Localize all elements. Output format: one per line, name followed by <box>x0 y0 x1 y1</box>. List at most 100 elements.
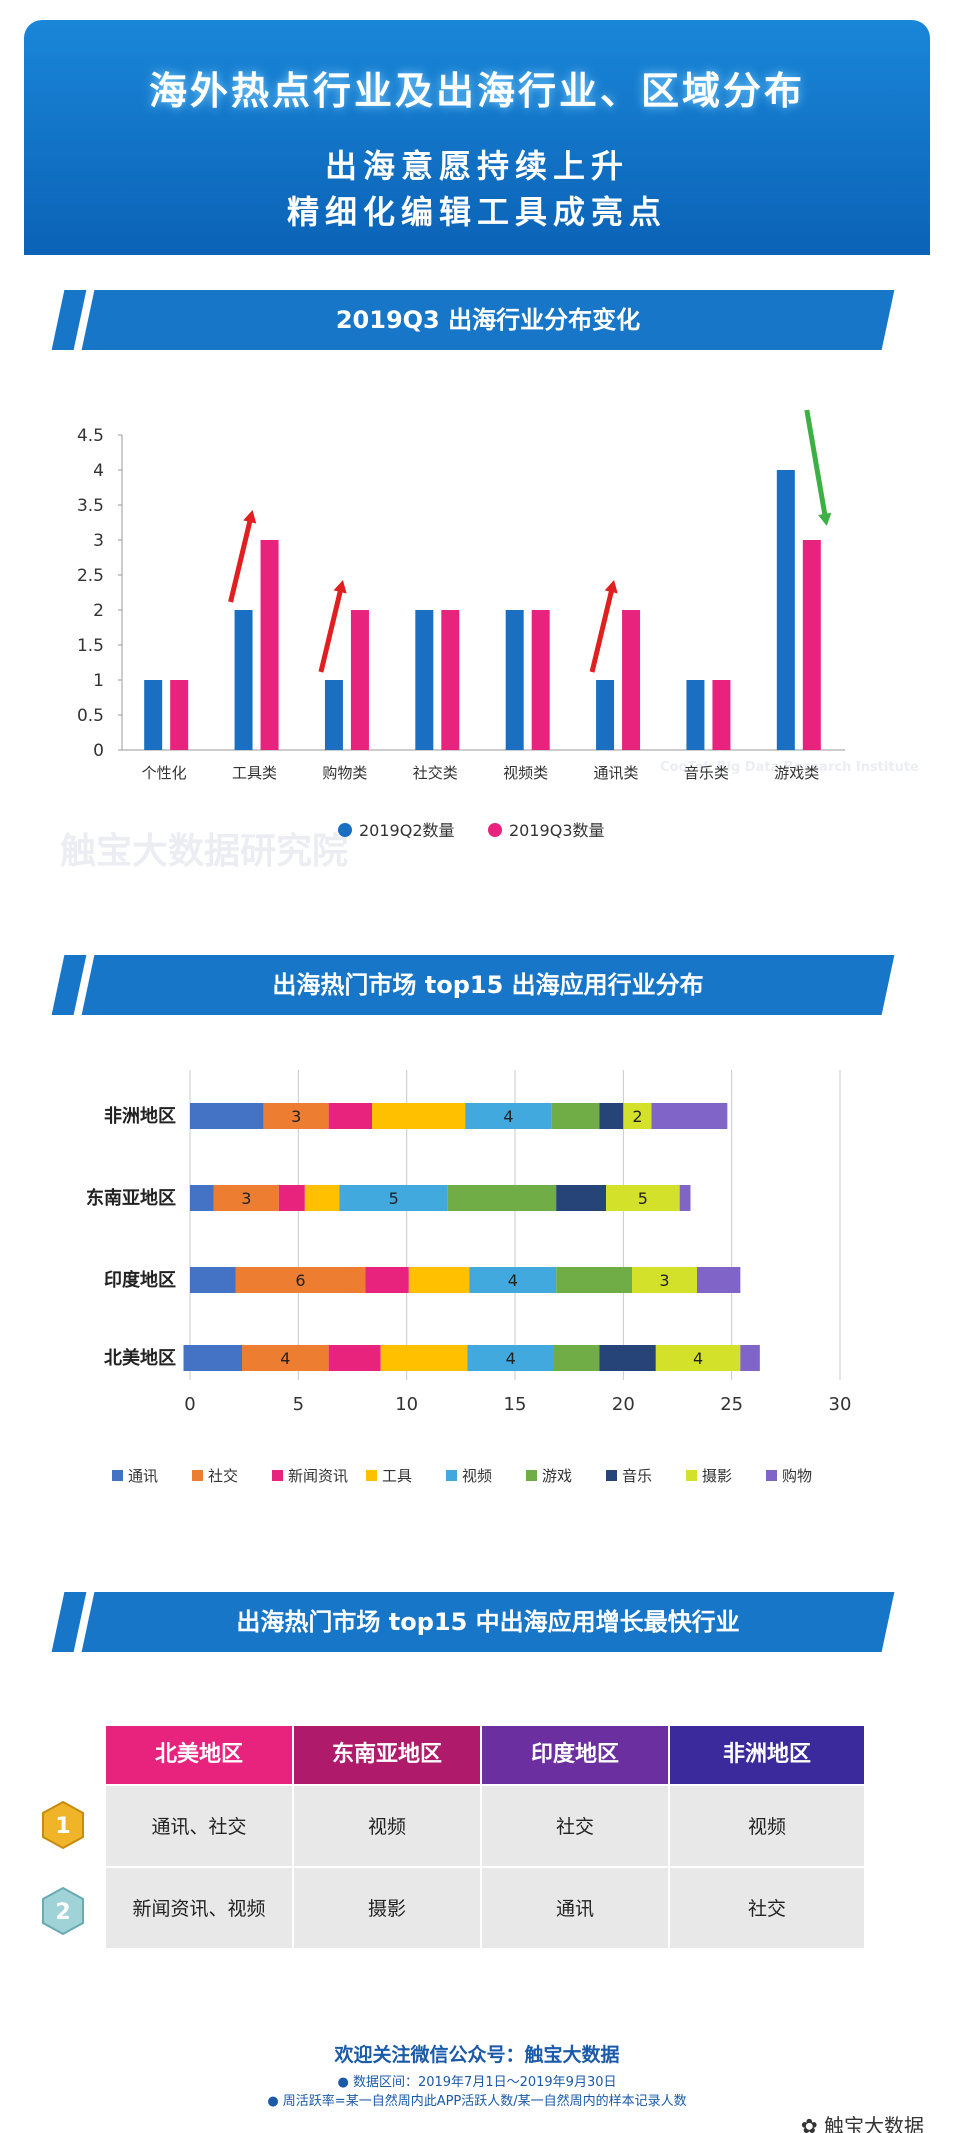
bar-2019Q3数量-社交类 <box>441 610 460 750</box>
y-category-label: 印度地区 <box>104 1269 176 1291</box>
bar-视频-东南亚地区 <box>339 1185 448 1211</box>
legend-marker-音乐 <box>606 1470 617 1481</box>
page-subtitle-1: 出海意愿持续上升 <box>324 147 629 185</box>
legend-marker-购物 <box>766 1470 777 1481</box>
data-label: 6 <box>295 1271 305 1290</box>
table-row: 新闻资讯、视频 摄影 通讯 社交 <box>106 1866 866 1948</box>
table-cell: 社交 <box>670 1866 866 1948</box>
section-title-1: 2019Q3 出海行业分布变化 <box>335 306 641 334</box>
bar-购物-东南亚地区 <box>679 1185 691 1211</box>
y-tick-label: 4 <box>93 461 104 481</box>
data-label: 3 <box>291 1107 301 1126</box>
bar-购物-北美地区 <box>740 1345 760 1371</box>
section-banner-1: 2019Q3 出海行业分布变化 <box>51 290 895 350</box>
bar-工具-北美地区 <box>380 1345 468 1371</box>
legend-label-摄影: 摄影 <box>702 1467 732 1485</box>
bar-新闻资讯-非洲地区 <box>328 1103 372 1129</box>
y-tick-label: 2.5 <box>77 566 104 586</box>
legend-label-音乐: 音乐 <box>622 1467 652 1485</box>
bar-2019Q3数量-音乐类 <box>712 680 731 750</box>
bar-2019Q2数量-工具类 <box>234 610 253 750</box>
svg-text:1: 1 <box>55 1814 70 1839</box>
bar-工具-东南亚地区 <box>304 1185 340 1211</box>
bar-通讯-印度地区 <box>190 1267 236 1293</box>
bar-音乐-非洲地区 <box>599 1103 624 1129</box>
x-tick-label: 25 <box>720 1394 743 1415</box>
x-tick-label: 视频类 <box>503 764 548 782</box>
bar-2019Q2数量-社交类 <box>415 610 434 750</box>
watermark-en: CooTek Big Data Research Institute <box>660 760 919 775</box>
bar-社交-东南亚地区 <box>213 1185 279 1211</box>
bar-视频-非洲地区 <box>465 1103 552 1129</box>
bar-2019Q2数量-视频类 <box>505 610 524 750</box>
section-banner-2: 出海热门市场 top15 出海应用行业分布 <box>51 955 895 1015</box>
svg-text:2: 2 <box>55 1900 70 1925</box>
bar-2019Q2数量-购物类 <box>324 680 343 750</box>
wechat-account: ✿ 触宝大数据 <box>801 2110 924 2133</box>
fastest-growth-table: 北美地区 东南亚地区 印度地区 非洲地区 通讯、社交 视频 社交 视频 新闻资讯… <box>106 1726 866 1948</box>
bar-新闻资讯-印度地区 <box>365 1267 409 1293</box>
bar-游戏-北美地区 <box>554 1345 600 1371</box>
bar-购物-非洲地区 <box>651 1103 728 1129</box>
x-tick-label: 5 <box>293 1394 304 1415</box>
y-tick-label: 0.5 <box>77 706 104 726</box>
trend-arrow-通讯类 <box>589 587 615 673</box>
bar-2019Q2数量-个性化 <box>144 680 163 750</box>
legend-marker-2019Q3数量 <box>488 823 502 837</box>
table-cell: 通讯、社交 <box>106 1784 294 1866</box>
table-cell: 新闻资讯、视频 <box>106 1866 294 1948</box>
legend-marker-工具 <box>366 1470 377 1481</box>
table-cell: 通讯 <box>482 1866 670 1948</box>
trend-arrow-工具类 <box>228 517 254 603</box>
bar-通讯-北美地区 <box>183 1345 242 1371</box>
trend-arrowhead-游戏类 <box>818 512 832 526</box>
y-tick-label: 3 <box>93 531 104 551</box>
x-tick-label: 10 <box>395 1394 418 1415</box>
y-category-label: 东南亚地区 <box>86 1187 176 1209</box>
y-category-label: 北美地区 <box>104 1347 176 1369</box>
table-header-africa: 非洲地区 <box>670 1726 866 1784</box>
bar-新闻资讯-北美地区 <box>328 1345 381 1371</box>
section-banner-3: 出海热门市场 top15 中出海应用增长最快行业 <box>51 1592 895 1652</box>
bar-社交-北美地区 <box>242 1345 329 1371</box>
table-header-india: 印度地区 <box>482 1726 670 1784</box>
data-label: 3 <box>659 1271 669 1290</box>
bar-音乐-东南亚地区 <box>556 1185 606 1211</box>
footer-definition: ● 周活跃率=某一自然周内此APP活跃人数/某一自然周内的样本记录人数 <box>267 2094 687 2109</box>
x-tick-label: 0 <box>184 1394 195 1415</box>
bar-2019Q2数量-音乐类 <box>686 680 705 750</box>
table-cell: 视频 <box>294 1784 482 1866</box>
x-tick-label: 30 <box>829 1394 852 1415</box>
bar-游戏-印度地区 <box>556 1267 632 1293</box>
footer-follow: 欢迎关注微信公众号：触宝大数据 <box>334 2044 620 2066</box>
x-tick-label: 15 <box>504 1394 527 1415</box>
bar-2019Q3数量-视频类 <box>531 610 550 750</box>
legend-marker-视频 <box>446 1470 457 1481</box>
page-title: 海外热点行业及出海行业、区域分布 <box>148 69 805 113</box>
legend-marker-社交 <box>192 1470 203 1481</box>
legend-marker-新闻资讯 <box>272 1470 283 1481</box>
trend-arrowhead-工具类 <box>243 510 257 524</box>
bar-摄影-北美地区 <box>655 1345 741 1371</box>
bar-视频-印度地区 <box>469 1267 557 1293</box>
rank-2-medal-icon: 2 <box>42 1886 84 1936</box>
y-category-label: 非洲地区 <box>104 1105 176 1127</box>
legend-label-视频: 视频 <box>462 1467 492 1485</box>
table-header-north-america: 北美地区 <box>106 1726 294 1784</box>
wechat-icon: ✿ <box>800 2114 824 2133</box>
bar-摄影-印度地区 <box>632 1267 697 1293</box>
rank-1-medal-icon: 1 <box>42 1800 84 1850</box>
y-tick-label: 1.5 <box>77 636 104 656</box>
data-label: 4 <box>503 1107 513 1126</box>
legend-marker-通讯 <box>112 1470 123 1481</box>
y-tick-label: 2 <box>93 601 104 621</box>
watermark: 触宝大数据研究院 <box>60 831 349 872</box>
bar-购物-印度地区 <box>697 1267 741 1293</box>
bar-工具-非洲地区 <box>372 1103 466 1129</box>
legend-label-2019Q3数量: 2019Q3数量 <box>509 821 605 840</box>
data-label: 4 <box>508 1271 518 1290</box>
y-tick-label: 1 <box>93 671 104 691</box>
header-banner: 海外热点行业及出海行业、区域分布 出海意愿持续上升 精细化编辑工具成亮点 <box>24 20 930 255</box>
bar-通讯-东南亚地区 <box>190 1185 214 1211</box>
data-label: 2 <box>632 1107 642 1126</box>
